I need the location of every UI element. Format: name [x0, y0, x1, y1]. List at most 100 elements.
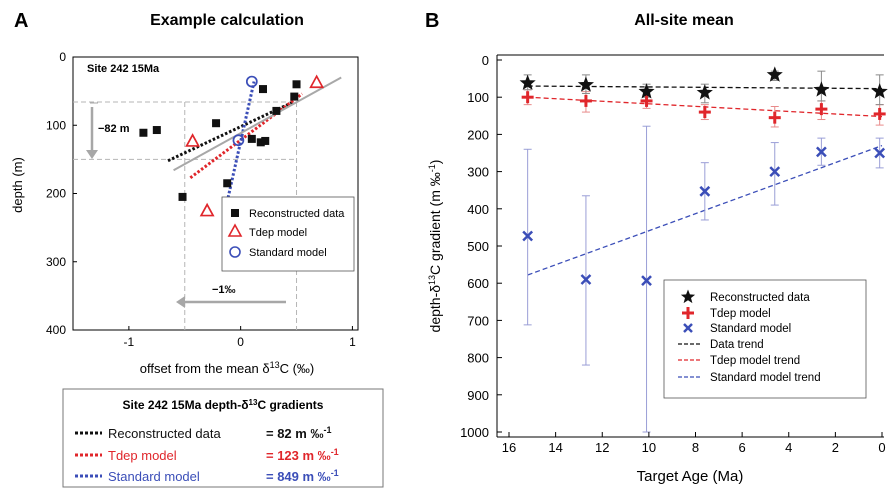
y-tick-label: 500 [467, 239, 489, 254]
x-stroke [769, 166, 781, 177]
tdep-point-triangle [185, 133, 201, 147]
y-tick-label: 700 [467, 313, 489, 328]
x-stroke [641, 275, 652, 286]
data-point-star [871, 83, 888, 99]
x-tick-label: 12 [595, 440, 609, 455]
standard-point-x [816, 146, 827, 158]
x-stroke [874, 147, 886, 159]
site-label: Site 242 15Ma [87, 63, 160, 75]
legend-b-item-0: Reconstructed data [710, 292, 810, 304]
legend-b-item-4: Tdep model trend [710, 355, 800, 367]
x-tick-label: 0 [237, 335, 244, 349]
x-tick-label: 16 [502, 440, 516, 455]
data-point-square [290, 92, 299, 101]
tdep-point-triangle [199, 202, 215, 217]
standard-point-x [769, 166, 781, 177]
legend-a-item-1: Tdep model [249, 227, 307, 239]
x-stroke [522, 230, 534, 242]
data-point-square [178, 192, 187, 201]
data-point-star [519, 74, 536, 90]
legend-triangle-icon [227, 223, 243, 237]
standard-point-circle [232, 134, 245, 147]
data-point-square [259, 85, 267, 94]
data-point-star [696, 84, 713, 100]
data-point-square [223, 179, 232, 188]
panel-b-title: All-site mean [634, 12, 734, 29]
y-tick-label: 1000 [460, 425, 489, 440]
legend-circle-icon [229, 246, 241, 258]
data-point-square [272, 106, 281, 115]
tdep-point-plus [815, 103, 828, 116]
legend-x-icon [683, 323, 693, 333]
x-stroke [580, 274, 592, 285]
legend-b-item-1: Tdep model [710, 308, 771, 320]
trend-line [167, 100, 294, 163]
tdep-point-plus [640, 94, 653, 107]
x-tick-label: 8 [692, 440, 699, 455]
tdep-point-triangle [309, 74, 325, 89]
trend-line [189, 92, 304, 180]
offset-arrow [176, 296, 286, 308]
x-tick-label: 14 [548, 440, 562, 455]
y-tick-label: 900 [467, 388, 489, 403]
standard-point-x [580, 274, 592, 285]
panel-b-legend: Reconstructed data Tdep model Standard m… [663, 279, 867, 399]
panel-a-legend: Reconstructed data Tdep model Standard m… [221, 196, 355, 272]
panel-b-xlabel: Target Age (Ma) [637, 468, 744, 485]
standard-point-x [522, 230, 534, 242]
tdep-point-plus [698, 106, 711, 119]
y-tick-label: 300 [467, 165, 489, 180]
y-tick-label: 0 [482, 53, 489, 68]
panel-a-xlabel: offset from the mean δ13C (‰) [140, 360, 315, 376]
tdep-point-plus [873, 107, 886, 120]
x-tick-label: 10 [642, 440, 656, 455]
y-tick-label: 100 [46, 118, 66, 132]
x-tick-label: 1 [349, 335, 356, 349]
legend-b-item-5: Standard model trend [710, 372, 821, 384]
panel-a-ylabel: depth (m) [10, 157, 25, 213]
y-tick-label: 0 [59, 50, 66, 64]
gradient-row-standard-label: Standard model [108, 469, 200, 484]
data-point-star [766, 66, 783, 82]
gradient-row-standard-value: = 849 m ‰-1 [266, 468, 339, 484]
panel-b-ticks: 16 14 12 10 8 6 4 2 0010020030040050060070080090… [460, 53, 886, 455]
legend-b-item-2: Standard model [710, 323, 791, 335]
data-point-square [139, 128, 148, 137]
standard-point-x [874, 147, 886, 159]
panel-a-ticks: -1 0 1 0 100 200 300 400 [46, 50, 356, 349]
panel-b-letter: B [425, 10, 439, 32]
panel-a-letter: A [14, 10, 28, 32]
x-stroke [816, 146, 827, 158]
y-tick-label: 400 [46, 323, 66, 337]
panel-b-ylabel: depth-δ13C gradient (m ‰-1) [427, 160, 443, 333]
depth-arrow [86, 102, 98, 159]
legend-b-item-3: Data trend [710, 339, 764, 351]
trend-line [224, 81, 256, 207]
x-tick-label: 0 [878, 440, 885, 455]
gradient-row-tdep-label: Tdep model [108, 448, 177, 463]
panel-b-plot: 16 14 12 10 8 6 4 2 0010020030040050060070080090… [460, 53, 888, 455]
legend-star-icon [680, 289, 696, 304]
data-point-square [247, 134, 256, 143]
x-stroke [699, 185, 711, 197]
panel-b-points [519, 66, 888, 286]
x-tick-label: 4 [785, 440, 792, 455]
tdep-point-plus [521, 91, 534, 104]
tdep-point-plus [768, 111, 781, 124]
standard-point-circle [245, 75, 258, 88]
data-point-star [813, 81, 830, 97]
y-tick-label: 800 [467, 351, 489, 366]
x-tick-label: 6 [739, 440, 746, 455]
data-point-star [638, 83, 655, 99]
data-point-square [261, 136, 270, 145]
depth-annotation: −82 m [98, 123, 130, 135]
data-point-square [256, 138, 265, 147]
y-tick-label: 600 [467, 276, 489, 291]
data-point-star [577, 76, 594, 92]
standard-point-x [641, 275, 652, 286]
y-tick-label: 300 [46, 255, 66, 269]
gradient-row-tdep-value: = 123 m ‰-1 [266, 447, 339, 463]
panel-a-trend-lines [167, 76, 342, 207]
data-point-square [292, 80, 301, 89]
